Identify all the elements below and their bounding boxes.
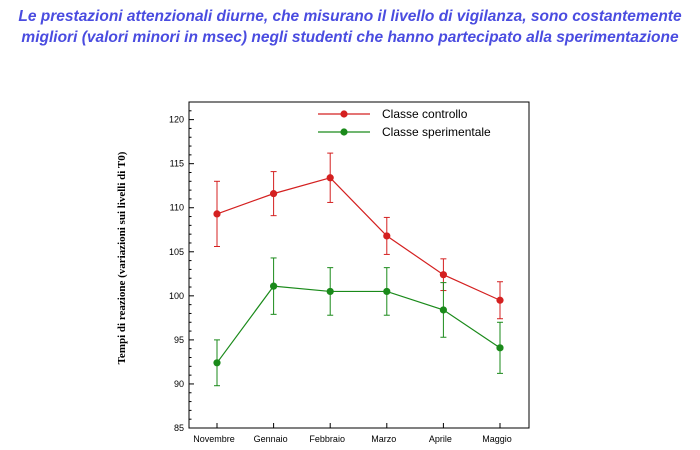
slide-title-line-2: migliori (valori minori in msec) negli s… <box>21 29 679 46</box>
x-tick-label: Novembre <box>193 434 235 444</box>
x-tick-label: Aprile <box>429 434 452 444</box>
legend-swatch-marker <box>340 128 348 136</box>
plot-frame <box>188 101 530 429</box>
slide-title: Le prestazioni attenzionali diurne, che … <box>0 6 700 48</box>
y-tick-label: 110 <box>170 203 184 213</box>
data-point <box>439 306 447 314</box>
data-point <box>383 232 391 240</box>
y-tick-label: 115 <box>170 159 184 169</box>
data-point <box>270 190 278 198</box>
y-tick-label: 95 <box>174 335 184 345</box>
data-point <box>326 287 334 296</box>
chart-legend: Classe controllo Classe sperimentale <box>318 107 491 139</box>
y-tick-label: 100 <box>169 291 184 301</box>
data-point <box>383 287 391 296</box>
y-tick-label: 105 <box>169 247 184 257</box>
series-line <box>216 285 501 364</box>
x-tick-label: Maggio <box>482 434 512 444</box>
data-point <box>326 174 334 182</box>
legend-swatch-marker <box>340 110 348 118</box>
data-point <box>213 210 221 218</box>
series-line <box>216 177 501 301</box>
legend-label: Classe controllo <box>382 107 468 121</box>
y-tick-label: 120 <box>169 115 184 125</box>
series-1 <box>213 152 504 320</box>
data-point <box>213 359 221 367</box>
x-tick-label: Marzo <box>371 434 396 444</box>
data-point <box>270 282 278 290</box>
slide-title-line-1: Le prestazioni attenzionali diurne, che … <box>18 8 682 25</box>
series-2 <box>213 257 504 387</box>
data-point <box>439 271 447 279</box>
x-tick-label: Gennaio <box>254 434 288 444</box>
data-point <box>496 344 504 352</box>
chart-axes: 85 90 95 100 105 110 115 120 Novembre Gennaio Febb… <box>169 101 530 444</box>
y-tick-label: 90 <box>174 379 184 389</box>
data-point <box>496 296 504 304</box>
y-axis-label: Tempi di reazione (variazioni sui livell… <box>116 151 128 364</box>
legend-label: Classe sperimentale <box>382 125 491 139</box>
y-tick-label: 85 <box>174 423 184 433</box>
x-tick-label: Febbraio <box>309 434 345 444</box>
chart-series <box>213 152 504 387</box>
